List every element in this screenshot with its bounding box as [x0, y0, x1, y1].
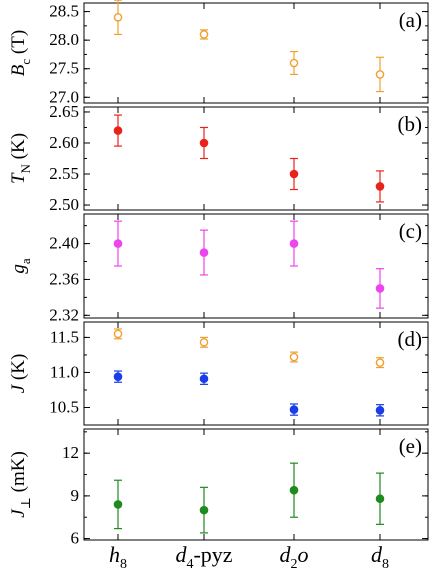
y-axis-label: J⊥ (mK) — [8, 451, 33, 518]
marker — [375, 358, 385, 367]
y-tick-label: 10.5 — [49, 397, 79, 416]
x-category-label: d4-pyz — [175, 542, 232, 572]
data-point — [375, 404, 385, 417]
marker — [289, 405, 299, 414]
panel-a: 28.5 28.0 27.5 27.0 Bc (T) (a) — [8, 0, 429, 106]
marker — [199, 505, 209, 515]
y-tick-label: 6 — [71, 529, 80, 548]
marker — [199, 374, 209, 384]
marker — [113, 239, 123, 248]
data-point — [289, 50, 299, 76]
y-tick-label: 12 — [62, 443, 79, 462]
plot-frame — [83, 321, 429, 426]
marker — [289, 485, 299, 495]
data-point — [289, 220, 299, 267]
data-point — [289, 157, 299, 191]
y-tick-label: 2.60 — [49, 133, 79, 152]
data-point — [199, 29, 209, 40]
y-tick-label: 27.5 — [49, 59, 79, 78]
data-point — [289, 351, 299, 363]
x-category-label: h8 — [109, 542, 127, 572]
panel-d: 11.5 11.0 10.5 J (K) (d) — [8, 321, 429, 426]
data-point — [113, 114, 123, 147]
marker — [289, 352, 299, 362]
y-tick-label: 11.0 — [50, 362, 79, 381]
data-point — [289, 462, 299, 518]
data-point — [375, 170, 385, 203]
panel-tag: (a) — [399, 8, 422, 32]
marker — [199, 248, 209, 257]
marker — [113, 329, 123, 339]
marker — [375, 494, 385, 504]
plot-frame — [83, 106, 429, 211]
data-point — [199, 372, 209, 385]
y-tick-label: 27.0 — [49, 87, 79, 106]
x-category-label: d2o — [280, 542, 309, 572]
marker — [113, 500, 123, 509]
data-point — [199, 229, 209, 276]
data-point — [199, 336, 209, 348]
panel-e: 12 9 6 J⊥ (mK) (e) — [8, 428, 429, 548]
data-point — [113, 328, 123, 340]
marker — [375, 70, 385, 79]
panel-tag: (b) — [398, 112, 423, 136]
marker — [289, 58, 299, 68]
panel-b: 2.65 2.60 2.55 2.50 TN (K) (b) — [8, 102, 429, 214]
marker — [199, 138, 209, 148]
data-point — [375, 357, 385, 369]
plot-frame — [83, 428, 429, 541]
plot-frame — [83, 2, 429, 104]
data-point — [113, 370, 123, 383]
marker — [289, 239, 299, 248]
data-point — [375, 56, 385, 93]
marker — [113, 126, 123, 135]
marker — [375, 284, 385, 293]
y-tick-label: 11.5 — [50, 327, 79, 346]
y-tick-label: 2.32 — [49, 305, 79, 324]
data-point — [375, 268, 385, 309]
data-point — [289, 403, 299, 416]
marker — [375, 405, 385, 415]
data-point — [375, 472, 385, 525]
y-axis-label: J (K) — [8, 354, 29, 394]
plot-frame — [83, 213, 429, 319]
marker — [113, 12, 123, 22]
data-point — [113, 0, 123, 36]
y-axis-label: Bc (T) — [8, 30, 33, 76]
y-tick-label: 2.55 — [49, 164, 79, 183]
x-category-label: d8 — [371, 542, 389, 572]
data-point — [199, 486, 209, 534]
y-axis-label: TN (K) — [8, 133, 33, 184]
data-point — [199, 126, 209, 160]
panel-tag: (d) — [398, 327, 423, 351]
y-tick-label: 2.36 — [49, 269, 79, 288]
y-axis-label: ga — [8, 258, 33, 274]
marker — [375, 182, 385, 191]
panel-tag: (c) — [399, 219, 422, 243]
x-axis-categories: h8 d4-pyz d2o d8 — [109, 542, 389, 572]
marker — [113, 372, 123, 381]
marker — [289, 169, 299, 179]
marker — [199, 338, 209, 347]
y-tick-label: 2.50 — [49, 195, 79, 214]
panel-tag: (e) — [399, 434, 422, 458]
y-tick-label: 28.0 — [49, 30, 79, 49]
data-point — [113, 220, 123, 267]
y-tick-label: 2.65 — [49, 102, 79, 121]
data-point — [113, 479, 123, 530]
y-tick-label: 9 — [71, 486, 80, 505]
y-tick-label: 28.5 — [49, 2, 79, 21]
panel-c: 2.40 2.36 2.32 ga (c) — [8, 213, 429, 324]
y-tick-label: 2.40 — [49, 234, 79, 253]
marker — [199, 30, 209, 39]
